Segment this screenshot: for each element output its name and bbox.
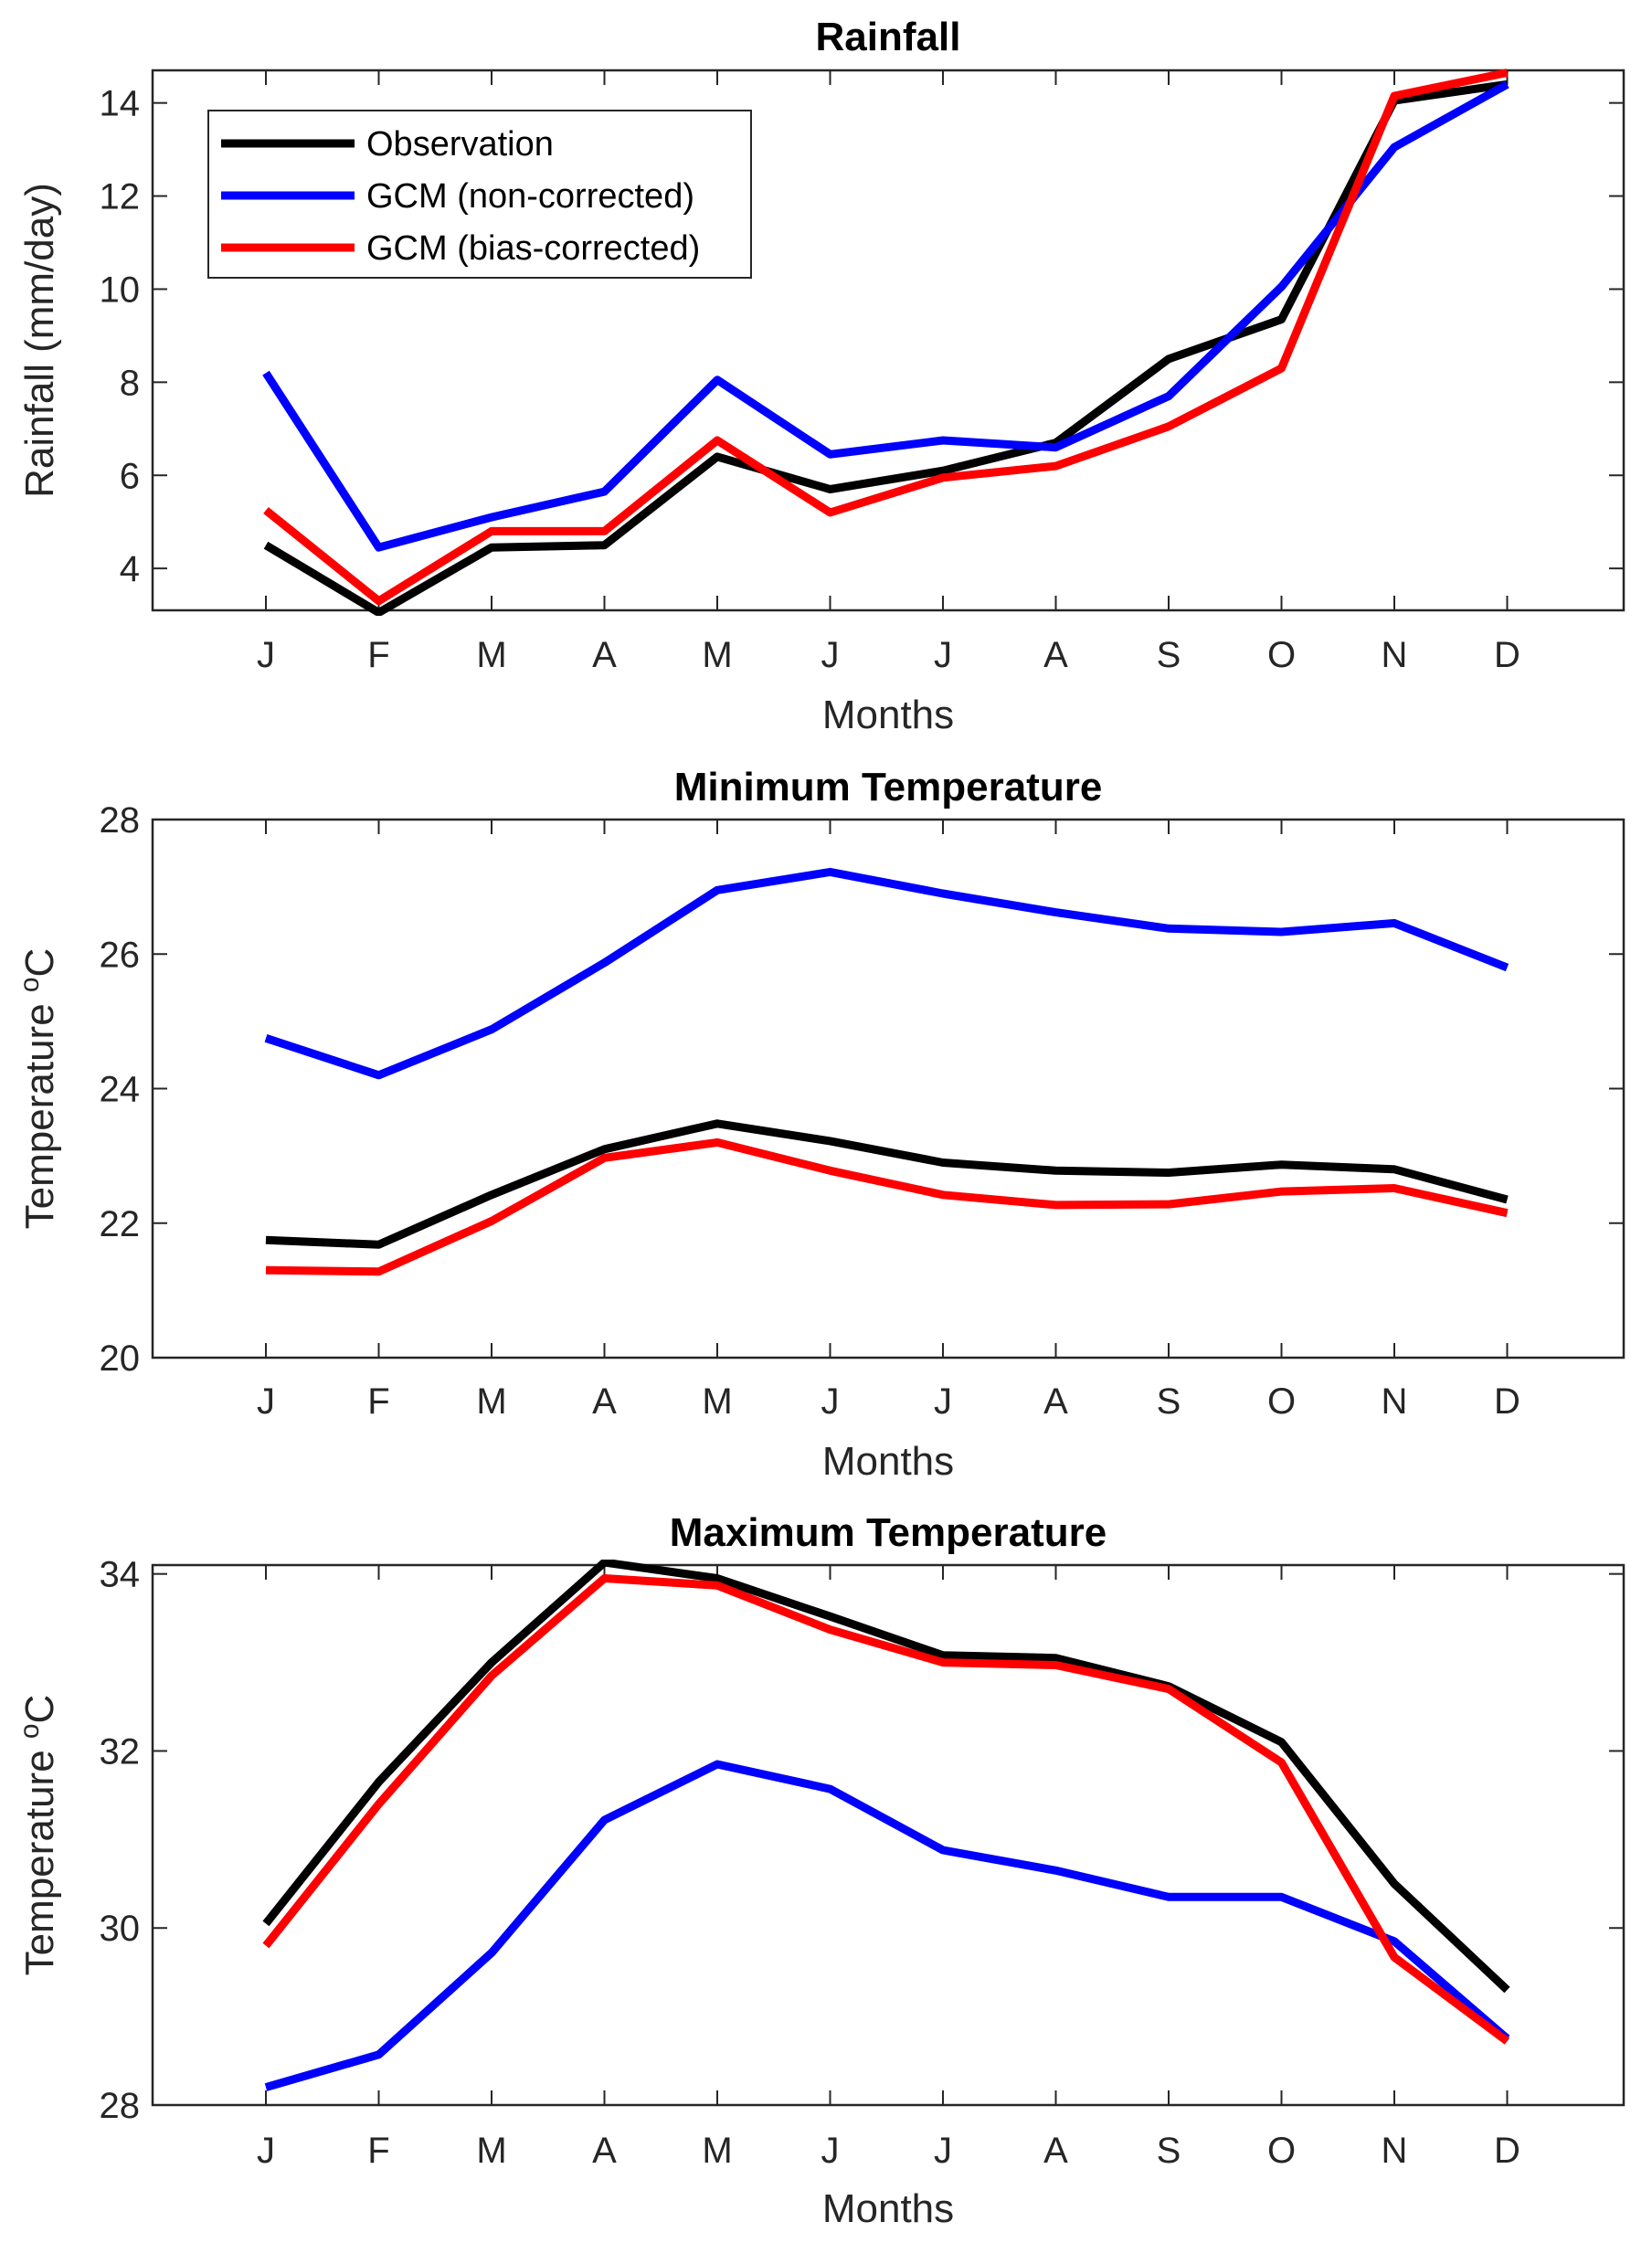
y-tick-label: 28 [100,2086,141,2126]
y-axis-label-text: Temperature [17,1739,62,1975]
y-axis-label-unit: C [17,948,62,978]
x-tick-label: O [1267,2131,1296,2171]
chart-title: Maximum Temperature [670,1510,1107,1555]
chart-title: Minimum Temperature [674,765,1103,809]
y-tick-label: 8 [120,363,140,403]
y-tick-label: 20 [100,1338,141,1379]
legend-label: GCM (bias-corrected) [366,229,700,268]
y-tick-label: 14 [100,84,141,124]
y-tick-label: 30 [100,1909,141,1949]
y-tick-label: 24 [100,1070,141,1110]
x-axis-label: Months [822,2186,954,2231]
x-tick-label: J [934,635,952,675]
chart-panel-1: Rainfall 4 6 8 10 12 14 J F M A M J J A S O N D Months Rainf… [17,15,1626,737]
series-line-gcm-non-corrected [262,80,1509,552]
x-tick-label: J [257,635,275,675]
y-axis-label-unit: C [17,1695,62,1724]
y-axis-label-degree: o [15,1723,45,1739]
chart-title: Rainfall [816,15,961,59]
x-tick-label: A [1043,635,1068,675]
legend-label: GCM (non-corrected) [366,177,694,216]
y-tick-label: 28 [100,800,141,841]
y-tick-label: 10 [100,270,141,310]
y-tick-label: 22 [100,1204,141,1244]
x-tick-label: A [1043,2131,1068,2171]
y-axis-label-degree: o [15,977,45,992]
x-tick-label: J [257,1381,275,1422]
axes-box [151,69,1626,612]
x-axis-label: Months [822,693,954,737]
y-axis-label: Rainfall (mm/day) [17,183,62,498]
x-tick-label: J [821,635,840,675]
y-tick-label: 32 [100,1731,141,1772]
x-tick-label: S [1157,635,1181,675]
y-tick-label: 34 [100,1555,141,1595]
x-tick-label: M [476,1381,506,1422]
x-tick-label: M [702,2131,732,2171]
y-axis-label: Temperature oC [15,1695,62,1976]
x-tick-label: J [821,1381,840,1422]
y-axis-label-text: Temperature [17,992,62,1229]
x-tick-label: S [1157,1381,1181,1422]
y-tick-label: 4 [120,549,140,589]
x-tick-label: F [367,2131,389,2171]
legend: Observation GCM (non-corrected) GCM (bias-… [207,110,752,279]
series-line-observation [265,1119,1509,1249]
x-tick-label: M [476,2131,506,2171]
axes-box [151,818,1626,1360]
x-tick-label: A [1043,1381,1068,1422]
x-tick-label: F [367,635,389,675]
series-line-gcm-bias-corrected [263,69,1509,606]
x-tick-label: J [257,2131,275,2171]
x-tick-label: S [1157,2131,1181,2171]
series-line-gcm-non-corrected [264,1760,1510,2091]
x-tick-label: D [1494,2131,1520,2171]
x-tick-label: M [476,635,506,675]
series-line-observation [263,79,1509,616]
x-tick-label: N [1382,2131,1408,2171]
x-tick-label: N [1382,1381,1408,1422]
x-tick-label: A [592,635,617,675]
y-tick-label: 6 [120,456,140,496]
x-tick-label: O [1267,635,1296,675]
series-line-gcm-non-corrected [264,867,1509,1080]
series-line-gcm-bias-corrected [262,1574,1510,2045]
x-axis-label: Months [822,1439,954,1484]
x-tick-label: D [1494,635,1520,675]
y-axis-label: Temperature oC [15,948,62,1230]
x-tick-label: M [702,1381,732,1422]
x-tick-label: M [702,635,732,675]
x-tick-label: F [367,1381,389,1422]
series-line-observation [262,1560,1510,1994]
x-tick-label: D [1494,1381,1520,1422]
x-tick-label: J [821,2131,840,2171]
x-tick-label: N [1382,635,1408,675]
y-tick-label: 12 [100,177,141,217]
chart-panel-3: Maximum Temperature 28 30 32 34 J F M A M J J A S O N D M… [15,1510,1626,2231]
series-line-gcm-bias-corrected [265,1137,1509,1276]
x-tick-label: O [1267,1381,1296,1422]
chart-panel-2: Minimum Temperature 20 22 24 26 28 J F M A M J J A S O N… [15,765,1626,1484]
x-tick-label: J [934,2131,952,2171]
y-tick-label: 26 [100,935,141,975]
x-tick-label: A [592,2131,617,2171]
x-tick-label: A [592,1381,617,1422]
x-tick-label: J [934,1381,952,1422]
axes-box [151,1563,1626,2107]
legend-label: Observation [366,125,554,164]
